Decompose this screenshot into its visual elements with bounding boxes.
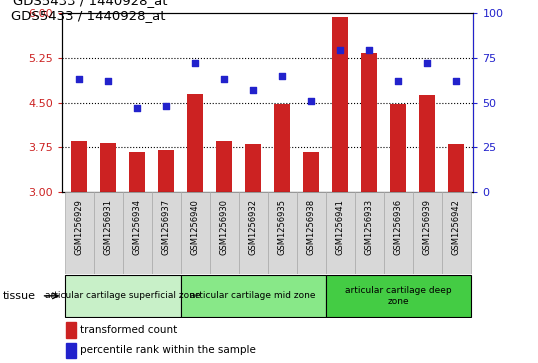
Text: GDS5433 / 1440928_at: GDS5433 / 1440928_at bbox=[11, 9, 165, 22]
Bar bbox=[123, 192, 152, 274]
Bar bbox=[210, 192, 239, 274]
Text: GSM1256935: GSM1256935 bbox=[278, 199, 287, 255]
Point bbox=[162, 103, 171, 109]
Text: GSM1256940: GSM1256940 bbox=[190, 199, 200, 255]
Point bbox=[249, 87, 258, 93]
Point bbox=[365, 48, 373, 53]
Bar bbox=[239, 192, 268, 274]
Text: tissue: tissue bbox=[3, 291, 36, 301]
Text: GSM1256933: GSM1256933 bbox=[365, 199, 373, 255]
Text: percentile rank within the sample: percentile rank within the sample bbox=[80, 345, 256, 355]
Text: articular cartilage deep
zone: articular cartilage deep zone bbox=[345, 286, 451, 306]
Bar bbox=[158, 150, 174, 192]
Bar bbox=[129, 152, 145, 192]
Bar bbox=[100, 143, 116, 192]
Bar bbox=[442, 192, 471, 274]
Bar bbox=[181, 192, 210, 274]
Point bbox=[307, 98, 315, 104]
Bar bbox=[65, 275, 181, 317]
Text: GSM1256936: GSM1256936 bbox=[394, 199, 402, 255]
Text: GSM1256932: GSM1256932 bbox=[249, 199, 258, 255]
Bar bbox=[355, 192, 384, 274]
Bar bbox=[448, 144, 464, 192]
Text: articular cartilage superficial zone: articular cartilage superficial zone bbox=[45, 291, 201, 300]
Bar bbox=[296, 192, 325, 274]
Text: transformed count: transformed count bbox=[80, 325, 177, 335]
Bar bbox=[325, 275, 471, 317]
Bar bbox=[303, 152, 319, 192]
Point bbox=[133, 105, 141, 111]
Bar bbox=[216, 142, 232, 192]
Point bbox=[394, 78, 402, 84]
Text: GSM1256939: GSM1256939 bbox=[422, 199, 431, 255]
Bar bbox=[65, 192, 94, 274]
Bar bbox=[187, 94, 203, 192]
Bar bbox=[332, 17, 348, 192]
Bar bbox=[152, 192, 181, 274]
Bar bbox=[66, 343, 76, 359]
Text: GDS5433 / 1440928_at: GDS5433 / 1440928_at bbox=[13, 0, 168, 7]
Point bbox=[75, 76, 83, 82]
Text: GSM1256931: GSM1256931 bbox=[104, 199, 113, 255]
Text: GSM1256937: GSM1256937 bbox=[162, 199, 171, 255]
Bar bbox=[94, 192, 123, 274]
Text: GSM1256941: GSM1256941 bbox=[336, 199, 345, 255]
Text: GSM1256938: GSM1256938 bbox=[307, 199, 316, 255]
Text: articular cartilage mid zone: articular cartilage mid zone bbox=[190, 291, 316, 300]
Bar bbox=[66, 322, 76, 338]
Bar bbox=[245, 144, 261, 192]
Point bbox=[104, 78, 112, 84]
Bar bbox=[390, 104, 406, 192]
Bar bbox=[419, 95, 435, 192]
Bar bbox=[361, 53, 377, 192]
Point bbox=[191, 60, 200, 66]
Bar bbox=[325, 192, 355, 274]
Bar bbox=[413, 192, 442, 274]
Bar bbox=[72, 142, 87, 192]
Point bbox=[452, 78, 461, 84]
Bar bbox=[268, 192, 296, 274]
Text: GSM1256934: GSM1256934 bbox=[133, 199, 141, 255]
Point bbox=[278, 73, 286, 78]
Text: GSM1256929: GSM1256929 bbox=[75, 199, 84, 255]
Text: GSM1256930: GSM1256930 bbox=[220, 199, 229, 255]
Bar bbox=[384, 192, 413, 274]
Point bbox=[220, 76, 229, 82]
Text: GSM1256942: GSM1256942 bbox=[451, 199, 461, 255]
Bar bbox=[274, 104, 290, 192]
Bar bbox=[181, 275, 325, 317]
Point bbox=[336, 48, 344, 53]
Point bbox=[423, 60, 431, 66]
